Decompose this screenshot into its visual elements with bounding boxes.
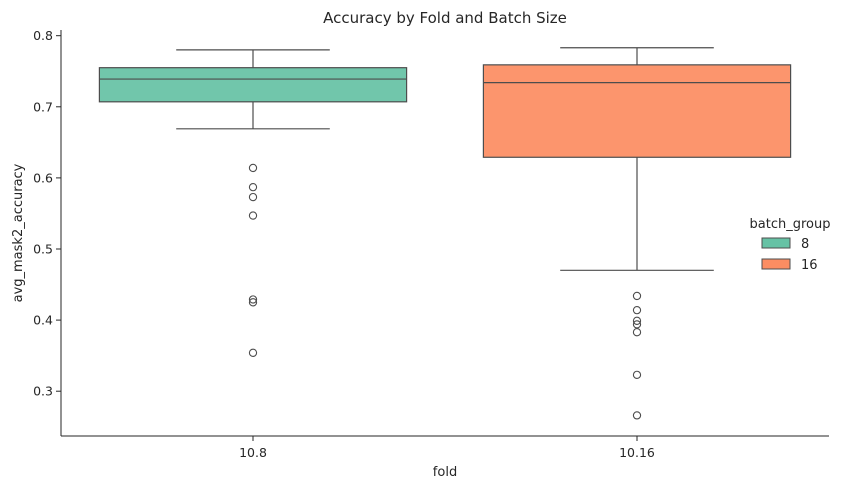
box-group-16 xyxy=(482,47,792,420)
chart-title: Accuracy by Fold and Batch Size xyxy=(323,9,567,27)
outlier-point xyxy=(248,163,258,173)
x-axis-label: fold xyxy=(433,465,457,480)
legend-swatch-16 xyxy=(761,258,791,270)
x-ticks: 10.8 10.16 xyxy=(239,436,655,460)
y-tick-label: 0.3 xyxy=(33,384,53,399)
outlier-point xyxy=(632,328,642,337)
outlier-point xyxy=(248,211,258,220)
y-axis-label: avg_mask2_accuracy xyxy=(11,163,26,302)
outlier-point xyxy=(248,192,258,202)
outlier-point xyxy=(632,370,642,380)
box-group-8 xyxy=(98,49,408,357)
legend-title: batch_group xyxy=(750,217,831,232)
x-tick-label: 10.8 xyxy=(239,445,267,460)
outlier-point xyxy=(632,320,642,329)
y-tick-label: 0.4 xyxy=(33,313,53,328)
x-tick-label: 10.16 xyxy=(619,445,655,460)
y-tick-label: 0.8 xyxy=(33,28,53,43)
legend: batch_group 8 16 xyxy=(750,217,831,273)
plot-area xyxy=(98,47,792,420)
legend-entry-label: 8 xyxy=(801,237,809,252)
legend-entry-label: 16 xyxy=(801,258,818,273)
y-tick-label: 0.7 xyxy=(33,99,53,114)
legend-swatch-8 xyxy=(761,237,791,249)
box-iqr xyxy=(98,67,408,103)
y-ticks: 0.3 0.4 0.5 0.6 0.7 0.8 xyxy=(33,28,61,399)
outlier-point xyxy=(632,291,642,301)
outlier-point xyxy=(632,316,642,325)
y-tick-label: 0.5 xyxy=(33,241,53,256)
outlier-point xyxy=(632,411,642,420)
outlier-point xyxy=(248,348,258,357)
outlier-point xyxy=(248,182,258,192)
outlier-point xyxy=(248,298,258,307)
outlier-point xyxy=(248,295,258,304)
box-iqr xyxy=(482,64,792,158)
y-tick-label: 0.6 xyxy=(33,170,53,185)
outlier-point xyxy=(632,305,642,315)
